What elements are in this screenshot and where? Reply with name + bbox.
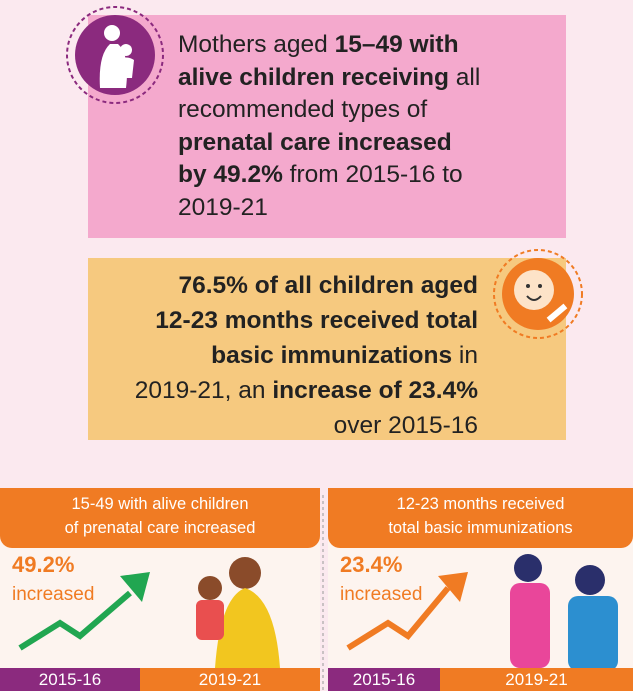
illustration xyxy=(346,554,618,671)
bold-text: prenatal care increased xyxy=(178,128,452,156)
panel-header: 15-49 with alive children of prenatal car… xyxy=(0,488,320,548)
text-line: by 49.2% from 2015-16 to xyxy=(178,159,480,192)
panel: 12-23 months received total basic immuniz… xyxy=(328,488,633,691)
text-line: recommended types of xyxy=(178,94,480,127)
panel-header: 12-23 months received total basic immuniz… xyxy=(328,488,633,548)
bold-text: increase of 23.4% xyxy=(272,377,478,404)
panel-value: 49.2% xyxy=(12,552,75,577)
bold-text: by 49.2% xyxy=(178,161,283,188)
panel: 15-49 with alive children of prenatal car… xyxy=(0,488,320,691)
text: recommended types of xyxy=(178,96,428,123)
text: all xyxy=(448,63,481,91)
text: from 2015-16 to xyxy=(282,161,463,188)
text-line: 2019-21, an increase of 23.4% xyxy=(135,373,478,408)
immunization-card: 76.5% of all children aged 12-23 months r… xyxy=(88,258,566,440)
panel-value: 23.4% xyxy=(340,552,403,577)
year-label: 2015-16 xyxy=(328,668,440,691)
text-line: Mothers aged 15–49 with xyxy=(178,29,480,62)
bold-text: basic immunizations xyxy=(211,342,453,369)
bold-text: 76.5% of all children aged xyxy=(178,272,478,299)
baby-icon xyxy=(493,249,583,339)
header-line: total basic immunizations xyxy=(388,519,573,537)
bold-text: 12-23 months received total xyxy=(155,307,478,334)
text: 2019-21, an xyxy=(134,377,273,404)
text-line: alive children receiving all xyxy=(178,62,480,95)
card-text: 76.5% of all children aged 12-23 months r… xyxy=(135,268,478,443)
mother-icon xyxy=(66,6,164,104)
illustration xyxy=(18,557,280,668)
year-label: 2019-21 xyxy=(140,668,320,691)
text: over 2015-16 xyxy=(333,412,478,439)
year-label: 2015-16 xyxy=(0,668,140,691)
panel-caption: increased xyxy=(12,584,95,605)
panel-caption: increased xyxy=(340,584,423,605)
header-line: 12-23 months received xyxy=(396,495,565,513)
text: Mothers aged xyxy=(178,31,335,58)
text: 2019-21 xyxy=(178,193,268,221)
text-line: 2019-21 xyxy=(178,192,480,225)
header-line: of prenatal care increased xyxy=(64,519,256,537)
text-line: basic immunizations in xyxy=(135,338,478,373)
bold-text: 15–49 with xyxy=(334,31,459,58)
text: in xyxy=(452,342,478,369)
card-text: Mothers aged 15–49 with alive children re… xyxy=(178,29,480,224)
prenatal-card: Mothers aged 15–49 with alive children re… xyxy=(88,15,566,238)
bold-text: alive children receiving xyxy=(178,63,449,91)
year-label: 2019-21 xyxy=(440,668,633,691)
text-line: 12-23 months received total xyxy=(135,303,478,338)
text-line: 76.5% of all children aged xyxy=(135,268,478,303)
text-line: over 2015-16 xyxy=(135,408,478,443)
header-line: 15-49 with alive children xyxy=(71,495,249,513)
text-line: prenatal care increased xyxy=(178,127,480,160)
